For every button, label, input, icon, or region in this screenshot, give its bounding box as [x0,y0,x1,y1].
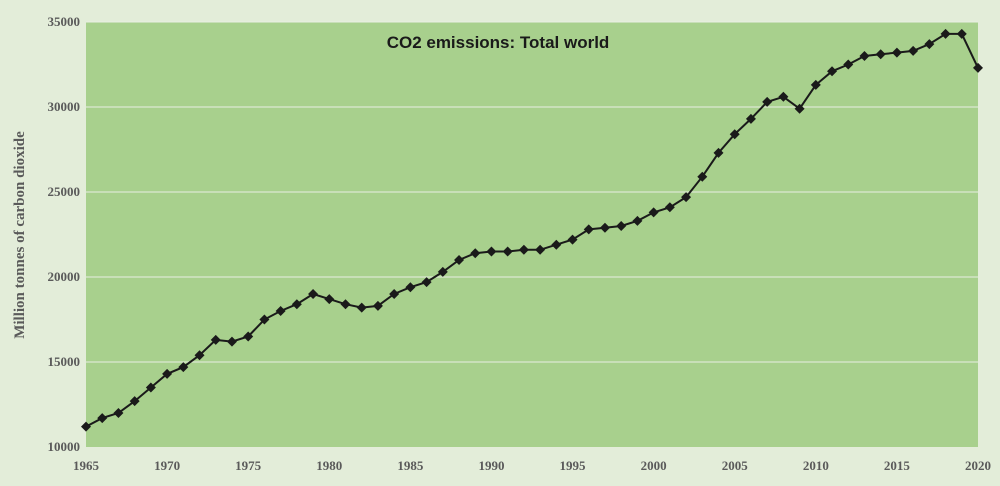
data-point-marker [518,244,529,255]
data-point-marker [827,66,838,77]
data-point-marker [210,334,221,345]
data-point-marker [973,62,983,73]
data-point-marker [599,222,610,233]
x-tick-label: 1985 [397,458,424,473]
data-point-marker [308,289,319,299]
data-point-marker [162,368,173,379]
data-point-marker [908,45,919,56]
x-tick-label: 2010 [803,458,829,473]
y-axis-title: Million tonnes of carbon dioxide [12,131,28,339]
y-tick-label: 20000 [48,269,81,284]
data-point-marker [924,39,935,50]
data-point-marker [178,362,189,373]
data-point-marker [794,103,805,114]
x-tick-label: 2000 [641,458,667,473]
data-point-marker [291,299,302,310]
y-tick-label: 10000 [48,439,81,454]
x-axis-ticks: 1965 1970 1975 1980 1985 1990 1995 2000 2005 2010… [73,458,991,473]
x-tick-label: 1995 [560,458,587,473]
data-point-marker [891,47,902,58]
x-tick-label: 2015 [884,458,911,473]
data-point-marker [664,202,675,213]
data-point-marker [729,129,740,140]
x-tick-label: 2005 [722,458,749,473]
x-tick-label: 1970 [154,458,180,473]
data-point-marker [275,306,286,316]
chart-title: CO2 emissions: Total world [387,33,610,52]
data-point-marker [356,302,367,313]
data-point-marker [194,350,205,361]
gridlines [86,21,978,363]
plot-area [86,22,978,447]
data-point-marker [405,282,416,293]
x-tick-label: 1990 [478,458,504,473]
data-point-marker [113,408,124,418]
data-point-marker [81,421,91,432]
data-point-marker [145,382,156,393]
y-tick-label: 30000 [48,99,81,114]
data-point-marker [567,234,578,245]
data-point-marker [535,244,546,255]
data-point-marker [421,277,432,288]
data-point-marker [940,28,951,39]
data-point-marker [470,248,481,259]
data-point-marker [324,294,335,305]
data-point-marker [437,266,448,277]
data-point-marker [226,336,237,347]
y-axis-ticks: 10000 15000 20000 25000 30000 35000 [48,14,81,454]
data-point-marker [259,314,270,325]
data-point-marker [97,413,108,424]
y-tick-label: 15000 [48,354,81,369]
data-point-marker [502,246,513,257]
data-point-marker [389,289,400,299]
data-point-marker [697,171,708,182]
x-tick-label: 2020 [965,458,991,473]
data-point-marker [859,51,870,61]
data-point-marker [648,207,659,218]
y-tick-label: 25000 [48,184,81,199]
data-point-marker [129,396,140,407]
x-tick-label: 1980 [316,458,342,473]
x-tick-label: 1965 [73,458,100,473]
data-point-marker [616,221,627,231]
data-point-marker [745,113,756,124]
data-point-marker [778,91,789,102]
data-point-marker [372,300,383,311]
data-point-marker [340,299,351,310]
data-point-marker [583,224,594,235]
data-point-marker [843,59,854,70]
data-point-marker [243,331,254,342]
series-markers [81,28,983,432]
data-point-marker [486,246,497,257]
data-point-marker [875,49,886,60]
data-point-marker [713,147,724,158]
x-tick-label: 1975 [235,458,262,473]
data-point-marker [681,192,692,203]
data-point-marker [632,215,643,226]
data-point-marker [454,255,465,265]
y-tick-label: 35000 [48,14,81,29]
data-point-marker [810,79,821,90]
data-point-marker [762,96,773,107]
data-point-marker [956,28,967,39]
data-point-marker [551,239,562,250]
